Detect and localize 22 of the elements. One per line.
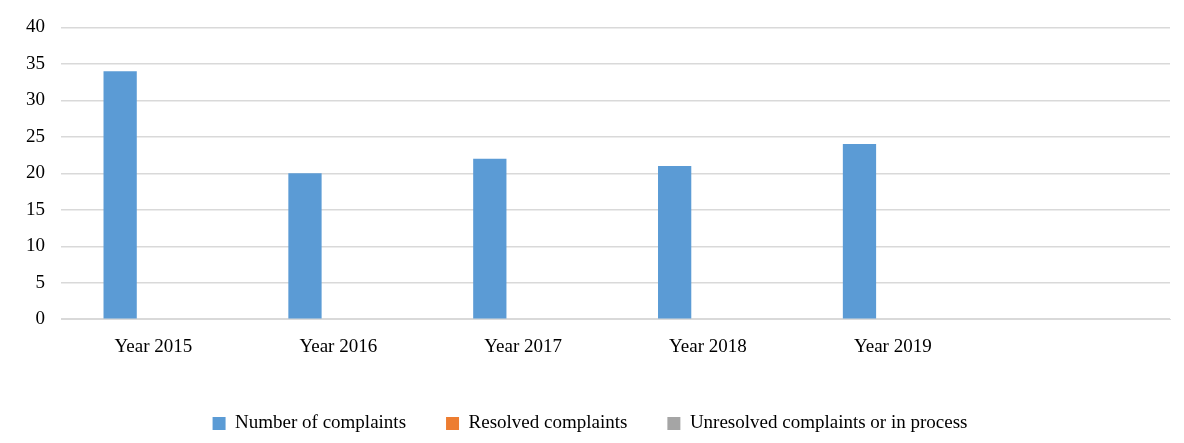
x-tick-label: Year 2017 xyxy=(484,334,562,356)
bar xyxy=(658,166,692,319)
bar xyxy=(842,144,877,319)
y-tick-label: 20 xyxy=(26,161,45,183)
y-tick-label: 0 xyxy=(35,307,45,329)
legend-label: Number of complaints xyxy=(235,411,407,433)
x-tick-label: Year 2018 xyxy=(669,334,747,356)
legend-label: Unresolved complaints or in process xyxy=(689,411,968,433)
y-tick-label: 10 xyxy=(26,234,45,256)
y-tick-label: 25 xyxy=(26,124,45,146)
bar xyxy=(473,158,507,319)
y-tick-label: 40 xyxy=(26,15,45,37)
y-tick-label: 15 xyxy=(26,197,45,219)
x-tick-label: Year 2015 xyxy=(114,334,193,356)
legend-label: Resolved complaints xyxy=(468,411,628,433)
y-tick-label: 30 xyxy=(26,88,45,110)
x-tick-label: Year 2016 xyxy=(299,334,378,356)
bar xyxy=(288,173,322,319)
y-tick-label: 5 xyxy=(35,270,45,292)
bar xyxy=(103,71,137,319)
y-tick-label: 35 xyxy=(26,51,45,73)
x-tick-label: Year 2019 xyxy=(853,334,932,356)
